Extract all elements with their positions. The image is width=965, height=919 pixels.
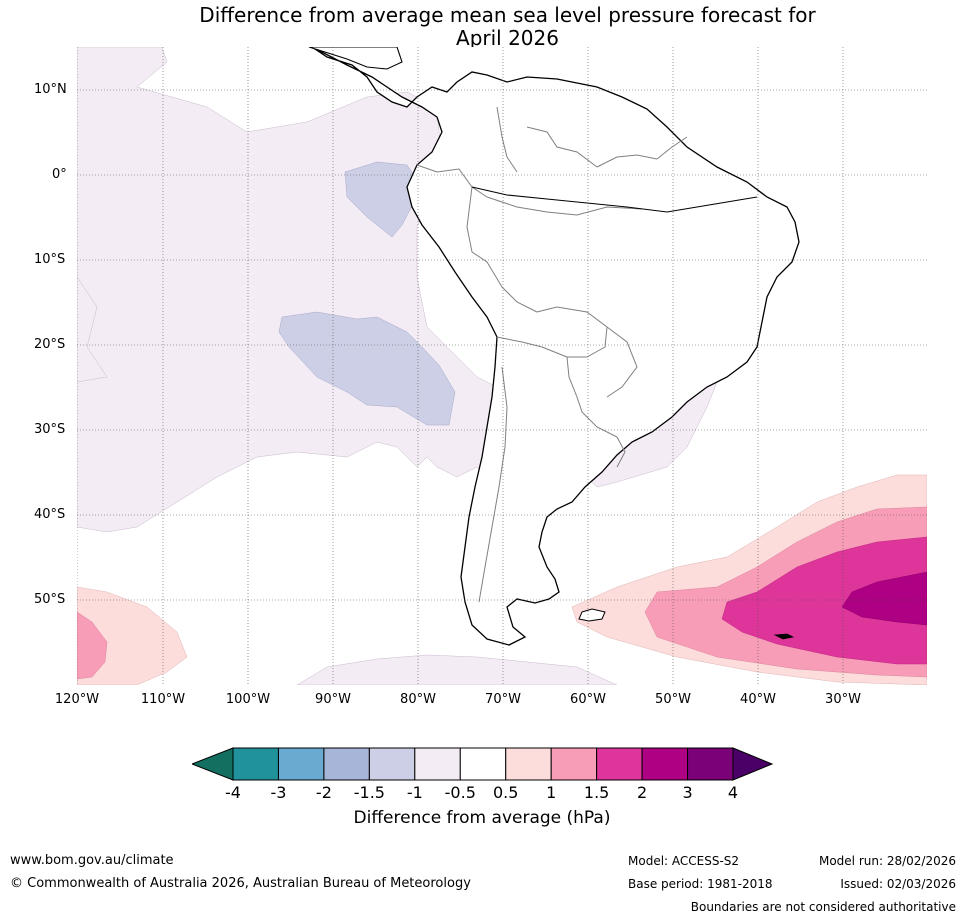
lat-label-40s: 40°S [34, 507, 66, 522]
graticule [77, 47, 927, 685]
lat-label-10n: 10°N [34, 82, 67, 97]
colorbar-cell [550, 747, 598, 781]
contour-minus-1-central [278, 311, 456, 426]
contour-plus-2 [841, 571, 927, 626]
lat-label-20s: 20°S [34, 337, 66, 352]
colorbar [192, 747, 774, 781]
colorbar-tick-label: -4 [225, 783, 241, 802]
website-link[interactable]: www.bom.gov.au/climate [10, 853, 174, 868]
contour-plus-1-pacific [77, 611, 108, 680]
colorbar-extend-low [192, 747, 234, 781]
title-line-1: Difference from average mean sea level p… [199, 3, 816, 27]
lon-label-70w: 70°W [485, 692, 521, 707]
model-name: Model: ACCESS-S2 [628, 854, 740, 868]
contour-minus-0.5-south [296, 654, 618, 685]
colorbar-cell [323, 747, 370, 781]
colorbar-cell [687, 747, 734, 781]
lon-label-60w: 60°W [570, 692, 606, 707]
colorbar-tick-label: 4 [727, 783, 739, 802]
colorbar-cell [368, 747, 416, 781]
map-title: Difference from average mean sea level p… [0, 4, 965, 50]
country-borders [416, 106, 688, 603]
colorbar-tick-label: 2 [636, 783, 648, 802]
amazon-river [471, 186, 758, 213]
lon-label-80w: 80°W [400, 692, 436, 707]
issued-date: Issued: 02/03/2026 [840, 877, 956, 891]
lon-label-50w: 50°W [655, 692, 691, 707]
lat-label-10s: 10°S [34, 252, 66, 267]
lat-label-30s: 30°S [34, 422, 66, 437]
pressure-anomaly-map [77, 47, 927, 685]
central-america-landmass [308, 47, 403, 70]
lat-label-0: 0° [52, 167, 67, 182]
contour-minus-1-east [344, 161, 423, 238]
contour-minus-0.5-west [77, 276, 108, 383]
south-georgia [773, 633, 795, 640]
lon-label-120w: 120°W [54, 692, 100, 707]
colorbar-tick-label: 0.5 [492, 783, 519, 802]
lat-label-50s: 50°S [34, 592, 66, 607]
colorbar-tick-label: -1 [406, 783, 423, 802]
boundary-disclaimer: Boundaries are not considered authoritat… [690, 900, 956, 914]
lon-label-110w: 110°W [140, 692, 186, 707]
base-period: Base period: 1981-2018 [628, 877, 773, 891]
colorbar-cell [596, 747, 643, 781]
colorbar-tick-label: -2 [315, 783, 332, 802]
colorbar-cell [232, 747, 279, 781]
lon-label-30w: 30°W [825, 692, 861, 707]
title-line-2: April 2026 [456, 26, 559, 50]
colorbar-extend-high [732, 747, 774, 781]
colorbar-cell [505, 747, 552, 781]
lon-label-40w: 40°W [740, 692, 776, 707]
colorbar-tick-label: -0.5 [444, 783, 476, 802]
colorbar-tick-label: -1.5 [353, 783, 385, 802]
colorbar-cell [459, 747, 507, 781]
colorbar-cell [277, 747, 325, 781]
lon-label-100w: 100°W [225, 692, 271, 707]
south-america-landmass [311, 47, 800, 646]
colorbar-cell [641, 747, 689, 781]
copyright-notice: © Commonwealth of Australia 2026, Austra… [10, 876, 471, 891]
colorbar-tick-label: 3 [682, 783, 693, 802]
colorbar-tick-label: 1 [546, 783, 557, 802]
falkland-islands [578, 608, 606, 622]
colorbar-label: Difference from average (hPa) [353, 808, 611, 828]
colorbar-cell [414, 747, 461, 781]
colorbar-tick-label: -3 [270, 783, 287, 802]
contour-plus-1.5 [721, 536, 927, 665]
model-run-date: Model run: 28/02/2026 [818, 854, 956, 868]
lon-label-90w: 90°W [315, 692, 351, 707]
colorbar-tick-label: 1.5 [583, 783, 610, 802]
